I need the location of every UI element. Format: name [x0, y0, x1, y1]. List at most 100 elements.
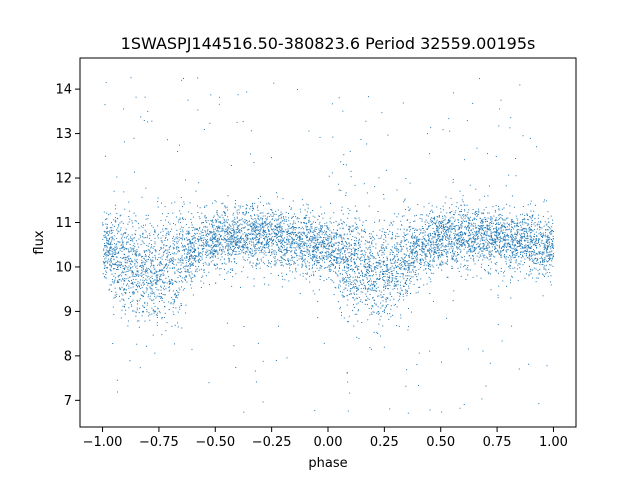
scatter-point [312, 290, 314, 292]
scatter-point [195, 249, 197, 251]
scatter-point [350, 253, 352, 255]
scatter-point [451, 204, 453, 206]
scatter-point [127, 241, 129, 243]
scatter-point [530, 273, 532, 275]
scatter-point [499, 240, 501, 242]
scatter-point [227, 232, 229, 234]
scatter-point [395, 248, 397, 250]
scatter-point [262, 226, 264, 228]
scatter-point [198, 253, 200, 255]
scatter-point [159, 250, 161, 252]
scatter-point [207, 220, 209, 222]
scatter-point [525, 245, 527, 247]
scatter-point [360, 240, 362, 242]
scatter-point [409, 246, 411, 248]
scatter-point [508, 174, 510, 176]
scatter-point [501, 240, 503, 242]
scatter-point [206, 241, 208, 243]
scatter-point [396, 256, 398, 258]
scatter-point [245, 212, 247, 214]
scatter-point [339, 281, 341, 283]
scatter-point [118, 279, 120, 281]
scatter-point [373, 282, 375, 284]
scatter-point [506, 229, 508, 231]
scatter-point [167, 249, 169, 251]
scatter-point [198, 255, 200, 257]
scatter-point [208, 245, 210, 247]
scatter-point [124, 280, 126, 282]
scatter-point [318, 261, 320, 263]
scatter-point [206, 242, 208, 244]
scatter-point [314, 242, 316, 244]
scatter-point [466, 252, 468, 254]
scatter-point [102, 261, 104, 263]
scatter-point [174, 224, 176, 226]
scatter-point [128, 221, 130, 223]
scatter-point [227, 271, 229, 273]
scatter-point [375, 262, 377, 264]
scatter-point [280, 256, 282, 258]
scatter-point [415, 237, 417, 239]
scatter-point [430, 218, 432, 220]
scatter-point [436, 206, 438, 208]
chart-title: 1SWASPJ144516.50-380823.6 Period 32559.0… [121, 34, 536, 53]
scatter-point [440, 232, 442, 234]
scatter-point [295, 253, 297, 255]
scatter-point [451, 255, 453, 257]
scatter-point [414, 252, 416, 254]
scatter-point [468, 249, 470, 251]
scatter-point [110, 222, 112, 224]
scatter-point [473, 234, 475, 236]
scatter-point [505, 229, 507, 231]
scatter-point [358, 285, 360, 287]
scatter-point [536, 263, 538, 265]
scatter-point [515, 225, 517, 227]
scatter-point [533, 210, 535, 212]
scatter-point [552, 256, 554, 258]
scatter-point [429, 292, 431, 294]
scatter-point [321, 255, 323, 257]
scatter-point [187, 250, 189, 252]
scatter-point [223, 262, 225, 264]
scatter-point [118, 252, 120, 254]
scatter-point [202, 275, 204, 277]
scatter-point [229, 224, 231, 226]
scatter-point [300, 239, 302, 241]
scatter-point [278, 239, 280, 241]
scatter-point [306, 237, 308, 239]
scatter-point [193, 236, 195, 238]
scatter-point [228, 226, 230, 228]
scatter-point [366, 192, 368, 194]
scatter-point [106, 227, 108, 229]
scatter-point [222, 245, 224, 247]
scatter-point [121, 250, 123, 252]
scatter-point [155, 283, 157, 285]
scatter-point [484, 248, 486, 250]
scatter-point [342, 291, 344, 293]
scatter-point [474, 214, 476, 216]
scatter-point [378, 177, 380, 179]
scatter-point [338, 257, 340, 259]
scatter-point [277, 226, 279, 228]
scatter-point [405, 254, 407, 256]
scatter-point [420, 261, 422, 263]
scatter-point [519, 229, 521, 231]
scatter-point [129, 262, 131, 264]
scatter-point [464, 217, 466, 219]
scatter-point [250, 130, 252, 132]
scatter-point [426, 250, 428, 252]
scatter-point [545, 229, 547, 231]
scatter-point [116, 176, 118, 178]
scatter-point [291, 231, 293, 233]
scatter-point [534, 252, 536, 254]
scatter-point [180, 213, 182, 215]
scatter-point [242, 205, 244, 207]
scatter-point [435, 251, 437, 253]
scatter-point [473, 242, 475, 244]
scatter-point [400, 284, 402, 286]
scatter-point [382, 247, 384, 249]
scatter-point [207, 254, 209, 256]
scatter-point [108, 258, 110, 260]
scatter-point [257, 229, 259, 231]
scatter-point [506, 234, 508, 236]
